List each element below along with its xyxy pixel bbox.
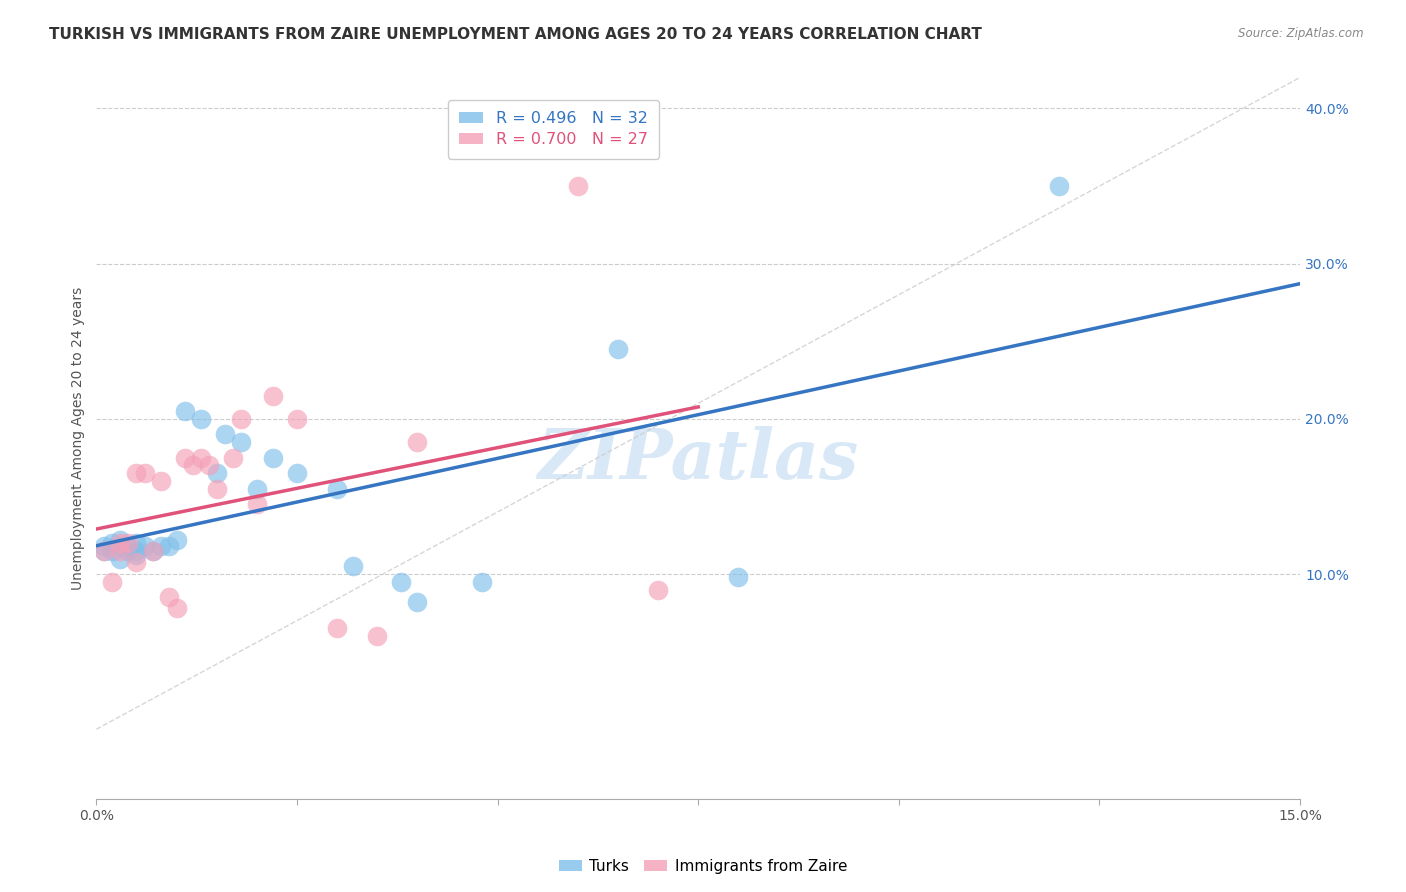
Legend: R = 0.496   N = 32, R = 0.700   N = 27: R = 0.496 N = 32, R = 0.700 N = 27 — [449, 100, 659, 159]
Point — [470, 574, 492, 589]
Text: TURKISH VS IMMIGRANTS FROM ZAIRE UNEMPLOYMENT AMONG AGES 20 TO 24 YEARS CORRELAT: TURKISH VS IMMIGRANTS FROM ZAIRE UNEMPLO… — [49, 27, 981, 42]
Point — [117, 543, 139, 558]
Point — [141, 543, 163, 558]
Point — [342, 559, 364, 574]
Point — [166, 601, 188, 615]
Point — [157, 539, 180, 553]
Point — [93, 539, 115, 553]
Point — [149, 539, 172, 553]
Point — [607, 342, 630, 356]
Point — [366, 629, 388, 643]
Point — [389, 574, 412, 589]
Point — [141, 543, 163, 558]
Point — [181, 458, 204, 473]
Point — [110, 543, 132, 558]
Point — [149, 474, 172, 488]
Point — [406, 595, 429, 609]
Point — [1047, 179, 1070, 194]
Point — [125, 466, 148, 480]
Point — [134, 539, 156, 553]
Point — [229, 435, 252, 450]
Legend: Turks, Immigrants from Zaire: Turks, Immigrants from Zaire — [553, 853, 853, 880]
Point — [326, 482, 349, 496]
Point — [326, 621, 349, 635]
Point — [101, 574, 124, 589]
Point — [246, 482, 269, 496]
Point — [173, 450, 195, 465]
Point — [101, 543, 124, 558]
Point — [125, 549, 148, 563]
Point — [647, 582, 669, 597]
Point — [205, 482, 228, 496]
Point — [197, 458, 219, 473]
Point — [190, 450, 212, 465]
Point — [285, 412, 308, 426]
Point — [125, 543, 148, 558]
Point — [173, 404, 195, 418]
Y-axis label: Unemployment Among Ages 20 to 24 years: Unemployment Among Ages 20 to 24 years — [72, 286, 86, 590]
Point — [205, 466, 228, 480]
Point — [110, 536, 132, 550]
Point — [117, 536, 139, 550]
Text: ZIPatlas: ZIPatlas — [537, 426, 859, 493]
Point — [567, 179, 589, 194]
Point — [93, 543, 115, 558]
Point — [246, 497, 269, 511]
Point — [222, 450, 245, 465]
Point — [101, 536, 124, 550]
Point — [190, 412, 212, 426]
Point — [125, 555, 148, 569]
Point — [117, 539, 139, 553]
Point — [134, 466, 156, 480]
Point — [285, 466, 308, 480]
Point — [166, 533, 188, 547]
Text: Source: ZipAtlas.com: Source: ZipAtlas.com — [1239, 27, 1364, 40]
Point — [229, 412, 252, 426]
Point — [262, 450, 284, 465]
Point — [110, 533, 132, 547]
Point — [157, 591, 180, 605]
Point — [93, 543, 115, 558]
Point — [727, 570, 749, 584]
Point — [110, 551, 132, 566]
Point — [406, 435, 429, 450]
Point — [214, 427, 236, 442]
Point — [125, 536, 148, 550]
Point — [262, 388, 284, 402]
